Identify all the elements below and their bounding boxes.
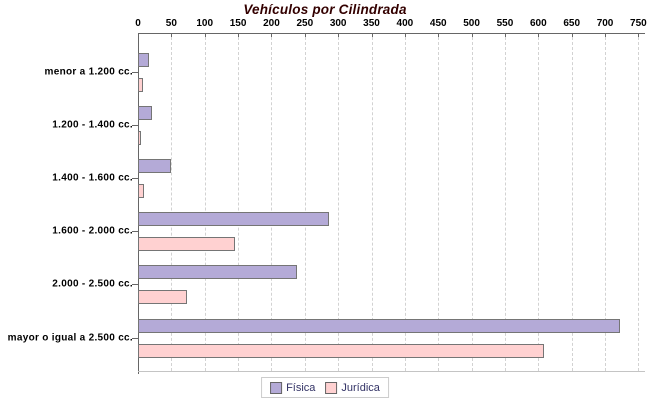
y-tick-mark bbox=[132, 284, 138, 285]
bar-fisica bbox=[138, 211, 329, 226]
bar-fisica bbox=[138, 158, 172, 173]
x-tick-label: 600 bbox=[529, 18, 547, 29]
x-tick-mark bbox=[204, 33, 206, 37]
legend-item: Jurídica bbox=[325, 381, 380, 394]
x-tick-mark bbox=[271, 33, 273, 37]
category-label: 1.200 - 1.400 cc. bbox=[52, 119, 133, 131]
x-tick-label: 150 bbox=[229, 18, 247, 29]
gridline bbox=[538, 37, 540, 371]
bar-fisica bbox=[138, 264, 298, 279]
x-tick-label: 200 bbox=[263, 18, 280, 29]
y-tick-mark bbox=[132, 338, 138, 339]
gridline bbox=[171, 37, 173, 371]
x-tick-label: 250 bbox=[296, 18, 314, 29]
x-tick-label: 300 bbox=[329, 18, 347, 29]
chart-title: Vehículos por Cilindrada bbox=[243, 2, 407, 17]
gridline bbox=[371, 37, 373, 371]
x-tick-label: 750 bbox=[630, 18, 647, 29]
x-tick-mark bbox=[504, 33, 506, 37]
gridline bbox=[504, 37, 506, 371]
x-tick-label: 450 bbox=[429, 18, 447, 29]
bar-juridica bbox=[138, 343, 545, 358]
bar-fisica bbox=[138, 52, 149, 67]
y-tick-mark bbox=[132, 72, 138, 73]
gridline bbox=[438, 37, 440, 371]
gridline bbox=[471, 37, 473, 371]
legend-swatch bbox=[325, 381, 338, 394]
x-tick-mark bbox=[171, 33, 173, 37]
gridline bbox=[204, 37, 206, 371]
gridline bbox=[338, 37, 340, 371]
gridline bbox=[271, 37, 273, 371]
x-tick-label: 0 bbox=[135, 18, 141, 29]
bar-fisica bbox=[138, 318, 621, 333]
x-tick-label: 100 bbox=[196, 18, 214, 29]
x-tick-label: 550 bbox=[496, 18, 514, 29]
bar-juridica bbox=[138, 183, 144, 198]
x-tick-mark bbox=[338, 33, 340, 37]
category-label: 1.600 - 2.000 cc. bbox=[52, 225, 133, 237]
x-tick-label: 400 bbox=[396, 18, 414, 29]
x-tick-mark bbox=[304, 33, 306, 37]
x-tick-label: 700 bbox=[596, 18, 614, 29]
x-tick-mark bbox=[638, 33, 640, 37]
x-tick-label: 500 bbox=[463, 18, 480, 29]
gridline bbox=[404, 37, 406, 371]
x-tick-mark bbox=[538, 33, 540, 37]
y-axis-line bbox=[138, 33, 139, 374]
x-tick-mark bbox=[471, 33, 473, 37]
x-tick-mark bbox=[438, 33, 440, 37]
gridline bbox=[605, 37, 607, 371]
x-tick-mark bbox=[138, 33, 139, 37]
x-tick-mark bbox=[404, 33, 406, 37]
legend-swatch bbox=[270, 381, 283, 394]
legend: Física Jurídica bbox=[261, 377, 389, 398]
gridline bbox=[238, 37, 240, 371]
category-label: 1.400 - 1.600 cc. bbox=[52, 172, 133, 184]
category-label: menor a 1.200 cc. bbox=[44, 66, 133, 78]
x-tick-mark bbox=[571, 33, 573, 37]
bar-fisica bbox=[138, 105, 152, 120]
bar-juridica bbox=[138, 289, 188, 304]
gridline bbox=[638, 37, 640, 371]
x-axis-line bbox=[138, 33, 645, 34]
legend-label: Física bbox=[286, 381, 316, 394]
x-tick-mark bbox=[371, 33, 373, 37]
x-tick-label: 650 bbox=[563, 18, 581, 29]
gridline bbox=[571, 37, 573, 371]
x-tick-label: 50 bbox=[165, 18, 177, 29]
y-tick-mark bbox=[132, 178, 138, 179]
x-tick-mark bbox=[605, 33, 607, 37]
y-tick-mark bbox=[132, 125, 138, 126]
gridline bbox=[304, 37, 306, 371]
x-tick-label: 350 bbox=[363, 18, 380, 29]
bar-juridica bbox=[138, 130, 142, 145]
bar-juridica bbox=[138, 77, 143, 92]
category-label: 2.000 - 2.500 cc. bbox=[52, 278, 133, 290]
bar-juridica bbox=[138, 236, 235, 251]
legend-label: Jurídica bbox=[341, 381, 380, 394]
legend-item: Física bbox=[270, 381, 316, 394]
plot-bottom-line bbox=[138, 371, 645, 372]
y-tick-mark bbox=[132, 231, 138, 232]
x-tick-mark bbox=[238, 33, 240, 37]
category-label: mayor o igual a 2.500 cc. bbox=[7, 332, 133, 344]
